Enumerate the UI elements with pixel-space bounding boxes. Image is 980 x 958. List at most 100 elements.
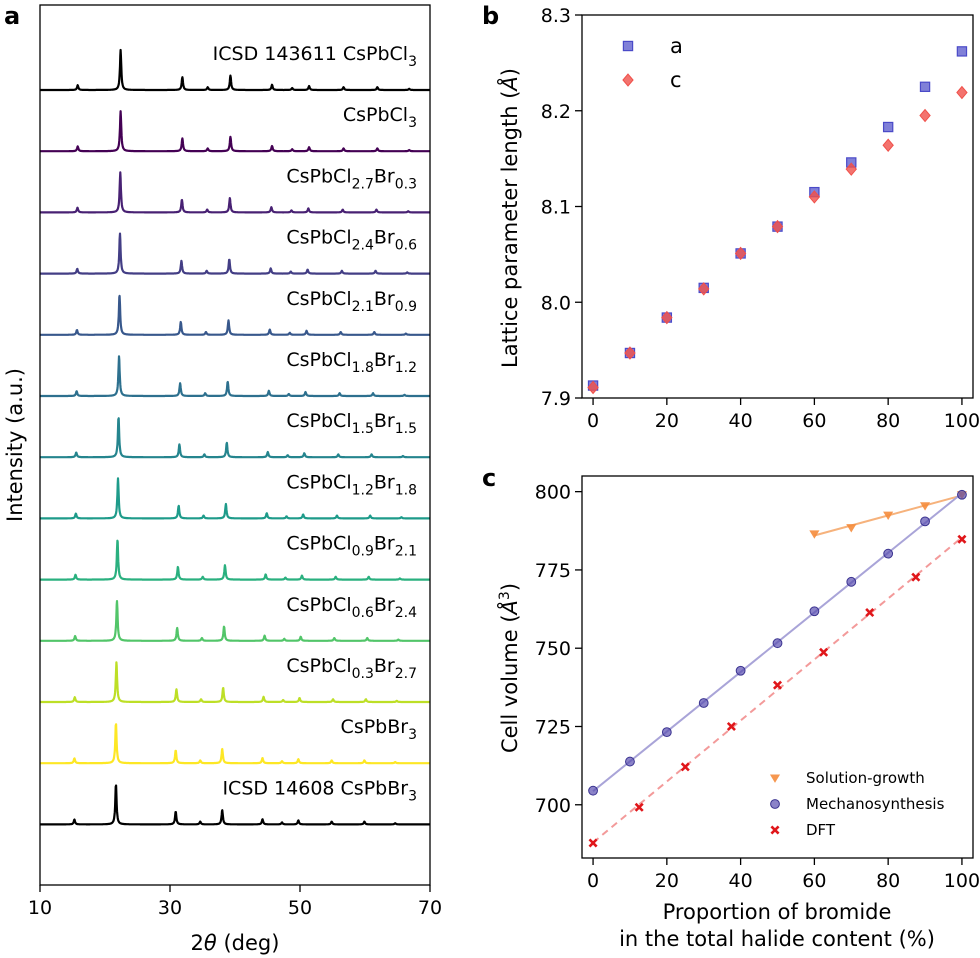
data-point [919, 108, 931, 123]
data-point [734, 246, 747, 261]
xrd-trace-label: CsPbCl3 [343, 104, 417, 131]
xrd-trace-label: CsPbCl2.1Br0.9 [286, 288, 417, 315]
y-tick-label: 7.9 [541, 388, 571, 410]
y-tick-label: 725 [535, 716, 571, 738]
data-point [772, 680, 783, 690]
data-point [634, 802, 644, 812]
data-point [588, 785, 598, 796]
data-point [772, 638, 783, 649]
x-tick-label: 30 [158, 897, 182, 919]
data-point [588, 838, 598, 848]
x-tick-label: 50 [288, 897, 312, 919]
xrd-trace [39, 355, 431, 398]
xrd-trace [39, 661, 431, 704]
panel-c-markers [588, 489, 967, 848]
y-tick-label: 775 [535, 560, 571, 582]
x-tick-label: 60 [802, 410, 826, 432]
data-point [956, 85, 968, 100]
data-point [622, 40, 634, 52]
data-point [846, 524, 857, 533]
xrd-trace-label: CsPbCl0.9Br2.1 [286, 533, 417, 560]
legend-label: Mechanosynthesis [806, 795, 945, 813]
xrd-trace-label: CsPbCl1.5Br1.5 [286, 410, 417, 437]
data-point [624, 346, 636, 360]
data-point [957, 489, 967, 500]
x-tick-label: 80 [876, 410, 900, 432]
panel-c-x-axis-label-line1: Proportion of bromide [663, 900, 892, 924]
xrd-trace [39, 477, 431, 520]
xrd-trace [39, 232, 431, 275]
xrd-trace-label: ICSD 143611 CsPbCl3 [213, 43, 417, 70]
x-tick-label: 60 [802, 870, 826, 892]
data-point [882, 138, 894, 152]
data-point [770, 799, 780, 809]
panel-label-c: c [482, 464, 496, 492]
panel-c-fit-lines [592, 492, 963, 844]
xrd-trace-label: CsPbBr3 [341, 716, 417, 743]
xrd-trace [39, 600, 431, 642]
legend-label: c [670, 68, 682, 92]
panel-b-y-axis-label: Lattice parameter length (Å) [496, 68, 522, 368]
y-tick-label: 8.0 [541, 292, 571, 314]
xrd-trace-label: CsPbCl2.7Br0.3 [286, 165, 417, 192]
data-point [661, 727, 672, 738]
xrd-trace [39, 294, 431, 336]
panel-a-xrd-patterns: ICSD 143611 CsPbCl3 CsPbCl3 CsPbCl2.7Br0.3… [3, 4, 442, 955]
panel-label-a: a [4, 2, 20, 30]
data-point [920, 516, 930, 527]
x-tick-label: 0 [587, 410, 599, 432]
data-point [587, 380, 599, 395]
data-point [883, 511, 894, 520]
xrd-trace-label: CsPbCl1.2Br1.8 [286, 471, 417, 498]
y-tick-label: 8.1 [541, 197, 571, 219]
panel-c-ticks: 0 20 40 60 80 100 700 725 750 775 800 [535, 482, 980, 892]
y-tick-label: 750 [535, 638, 571, 660]
panel-c-frame [581, 475, 974, 859]
data-point [680, 762, 690, 772]
data-point [809, 530, 820, 539]
xrd-trace-label: CsPbCl0.3Br2.7 [286, 655, 417, 682]
data-point [865, 607, 875, 618]
legend-label: Solution-growth [806, 769, 925, 787]
data-point [726, 721, 736, 732]
xrd-trace [39, 171, 431, 214]
data-point [882, 121, 894, 133]
panel-b-frame [581, 14, 974, 399]
x-tick-label: 20 [655, 870, 679, 892]
panel-a-frame [39, 4, 431, 886]
y-tick-label: 800 [535, 482, 571, 504]
data-point [883, 548, 894, 559]
x-tick-label: 40 [729, 870, 753, 892]
data-point [956, 46, 968, 57]
panel-c-y-axis-label: Cell volume (Å3) [496, 583, 522, 753]
data-point [919, 502, 931, 511]
xrd-traces: ICSD 143611 CsPbCl3 CsPbCl3 CsPbCl2.7Br0.3… [39, 43, 431, 826]
panel-c-x-axis-label-line2: in the total halide content (%) [619, 927, 935, 951]
x-tick-label: 100 [944, 870, 980, 892]
x-tick-label: 10 [28, 897, 52, 919]
xrd-trace [39, 417, 431, 459]
data-point [771, 219, 784, 234]
x-tick-label: 20 [655, 410, 679, 432]
panel-c-legend: Solution-growth Mechanosynthesis DFT [769, 769, 945, 839]
data-point [698, 282, 710, 296]
xrd-trace [39, 723, 431, 765]
data-point [808, 190, 821, 204]
data-point [845, 162, 857, 176]
x-tick-label: 100 [944, 410, 980, 432]
data-point [735, 665, 746, 676]
legend-label: DFT [806, 821, 836, 839]
y-tick-label: 700 [535, 795, 571, 817]
data-point [661, 310, 673, 325]
panel-c-cell-volume: 0 20 40 60 80 100 700 725 750 775 800 Solution-gro… [496, 475, 980, 951]
xrd-trace [39, 48, 431, 92]
data-point [809, 606, 820, 617]
fit-line [592, 536, 963, 844]
x-tick-label: 0 [587, 870, 599, 892]
data-point [625, 756, 635, 767]
xrd-trace-label: ICSD 14608 CsPbBr3 [222, 777, 417, 804]
panel-a-y-axis-label: Intensity (a.u.) [3, 368, 27, 522]
data-point [698, 698, 709, 708]
y-tick-label: 8.2 [541, 101, 571, 123]
